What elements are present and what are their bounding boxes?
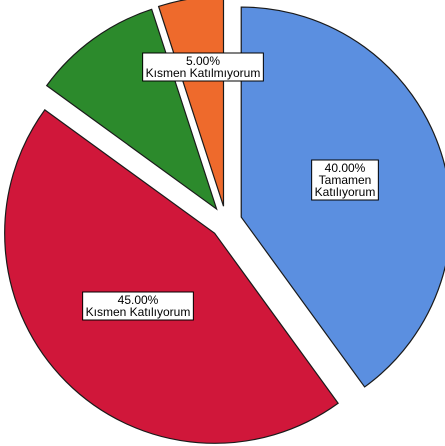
pie-slice-2 xyxy=(45,8,218,211)
pie-label-box-1 xyxy=(82,291,194,321)
pie-label-category-0: Tamamen xyxy=(319,173,372,187)
pie-label-category-1: Kısmen Katılıyorum xyxy=(86,305,191,319)
pie-label-box-3 xyxy=(142,52,264,82)
pie-label-category-0: Katılıyorum xyxy=(315,185,376,199)
pie-label-3: 5.00%Kısmen Katılmıyorum xyxy=(142,52,264,82)
pie-label-1: 45.00%Kısmen Katılıyorum xyxy=(82,291,194,321)
pie-slice-3 xyxy=(157,0,225,207)
pie-label-box-0 xyxy=(311,159,379,201)
pie-label-percent-0: 40.00% xyxy=(325,161,366,175)
pie-label-percent-3: 5.00% xyxy=(186,54,220,68)
pie-label-category-3: Kısmen Katılmıyorum xyxy=(146,66,261,80)
pie-slice-1 xyxy=(4,109,339,444)
pie-label-percent-1: 45.00% xyxy=(118,293,159,307)
